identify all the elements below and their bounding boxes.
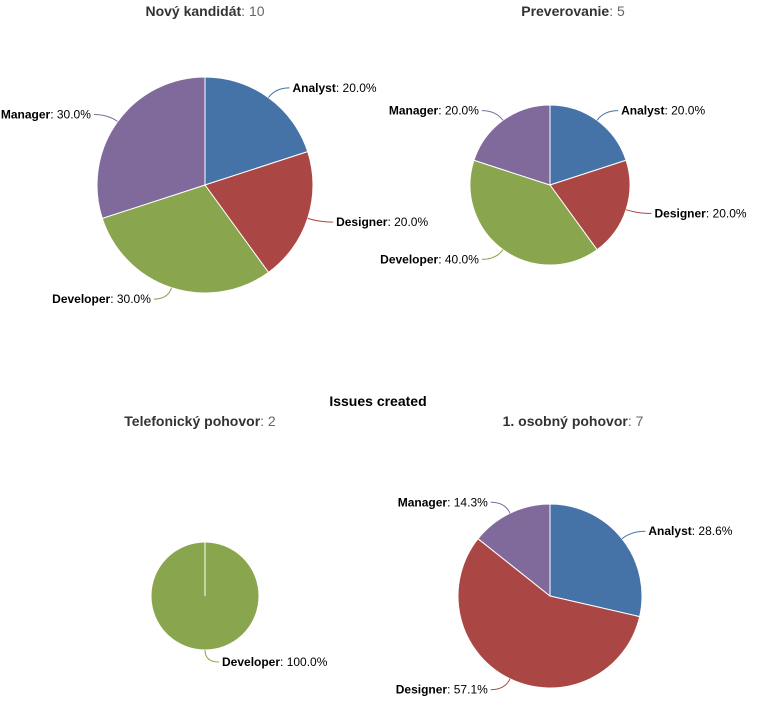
pie-data-label-value: : 20.0% xyxy=(664,104,705,118)
pie-data-label-name: Analyst xyxy=(293,81,336,95)
pie-label-connector xyxy=(490,501,511,514)
pie-title-name: Preverovanie xyxy=(521,3,609,19)
pie-title-name: 1. osobný pohovor xyxy=(503,413,629,429)
pie-data-label-developer: Developer: 100.0% xyxy=(222,655,328,669)
main-title: Issues created xyxy=(329,393,426,409)
pie-label-connector xyxy=(93,114,118,122)
pie-title: Telefonický pohovor: 2 xyxy=(124,413,276,429)
pie-data-label-manager: Manager: 14.3% xyxy=(398,495,488,509)
pie-chart-telefonicky-pohovor: Telefonický pohovor: 2 Developer: 100.0% xyxy=(124,413,327,669)
pie-label-connector xyxy=(481,110,504,121)
pie-title-count: : 7 xyxy=(628,413,644,429)
pie-label-connector xyxy=(307,217,334,223)
pie-slice-analyst[interactable] xyxy=(549,503,643,618)
pie-data-label-name: Designer xyxy=(655,206,707,220)
pie-data-label-value: : 40.0% xyxy=(438,252,479,266)
pie-label-connector xyxy=(268,87,290,98)
pie-slice-manager[interactable] xyxy=(477,503,551,597)
pie-label-connector xyxy=(490,678,511,691)
pie-data-label-name: Analyst xyxy=(621,104,664,118)
pie-data-label-name: Developer xyxy=(380,252,438,266)
pie-data-label-name: Manager xyxy=(1,108,51,122)
pie-data-label-designer: Designer: 20.0% xyxy=(336,215,428,229)
pie-data-label-value: : 30.0% xyxy=(110,292,151,306)
pie-data-label-analyst: Analyst: 20.0% xyxy=(621,104,705,118)
pie-data-label-name: Analyst xyxy=(648,524,691,538)
pie-label-connector xyxy=(153,287,173,300)
pie-title-count: : 2 xyxy=(260,413,276,429)
pie-data-label-value: : 30.0% xyxy=(50,108,91,122)
pie-data-label-manager: Manager: 20.0% xyxy=(389,104,479,118)
pie-data-label-analyst: Analyst: 20.0% xyxy=(293,81,377,95)
pie-title-count: : 10 xyxy=(241,3,265,19)
pie-slice-developer[interactable] xyxy=(101,184,269,294)
pie-title-name: Nový kandidát xyxy=(145,3,241,19)
pie-data-label-value: : 57.1% xyxy=(447,683,488,697)
pie-slice-designer[interactable] xyxy=(457,538,641,689)
pie-slice-analyst[interactable] xyxy=(204,76,309,186)
pie-data-label-value: : 28.6% xyxy=(692,524,733,538)
pie-label-connector xyxy=(625,209,652,214)
pie-slice-designer[interactable] xyxy=(549,159,631,251)
pie-data-label-developer: Developer: 30.0% xyxy=(52,292,151,306)
pie-data-label-name: Developer xyxy=(222,655,280,669)
pie-data-label-value: : 20.0% xyxy=(387,215,428,229)
pie-data-label-value: : 20.0% xyxy=(706,206,747,220)
pie-title: Nový kandidát: 10 xyxy=(145,3,264,19)
pie-label-connector xyxy=(621,530,646,540)
pie-label-connector xyxy=(204,649,220,663)
pie-data-label-designer: Designer: 57.1% xyxy=(396,683,488,697)
pie-slice-designer[interactable] xyxy=(204,151,314,273)
pie-label-connector xyxy=(596,110,619,121)
pie-data-label-value: : 14.3% xyxy=(447,495,488,509)
pie-chart-1-osobny-pohovor: 1. osobný pohovor: 7 Analyst: 28.6% Design… xyxy=(396,413,733,697)
pie-data-label-name: Manager xyxy=(389,104,439,118)
pie-data-label-name: Developer xyxy=(52,292,110,306)
pie-title-name: Telefonický pohovor xyxy=(124,413,260,429)
pie-slice-manager[interactable] xyxy=(96,76,206,219)
pie-title-count: : 5 xyxy=(609,3,625,19)
pie-data-label-designer: Designer: 20.0% xyxy=(655,206,747,220)
pie-data-label-value: : 20.0% xyxy=(336,81,377,95)
pie-data-label-name: Designer xyxy=(336,215,388,229)
pie-data-label-name: Manager xyxy=(398,495,448,509)
pie-data-label-name: Designer xyxy=(396,683,448,697)
pie-data-label-developer: Developer: 40.0% xyxy=(380,252,479,266)
pie-data-label-manager: Manager: 30.0% xyxy=(1,108,91,122)
pie-slice-developer[interactable] xyxy=(469,159,598,266)
pie-data-label-value: : 100.0% xyxy=(280,655,328,669)
pie-label-connector xyxy=(481,249,504,260)
pie-title: Preverovanie: 5 xyxy=(521,3,625,19)
pie-data-label-analyst: Analyst: 28.6% xyxy=(648,524,732,538)
pie-data-label-value: : 20.0% xyxy=(438,104,479,118)
pie-title: 1. osobný pohovor: 7 xyxy=(503,413,644,429)
